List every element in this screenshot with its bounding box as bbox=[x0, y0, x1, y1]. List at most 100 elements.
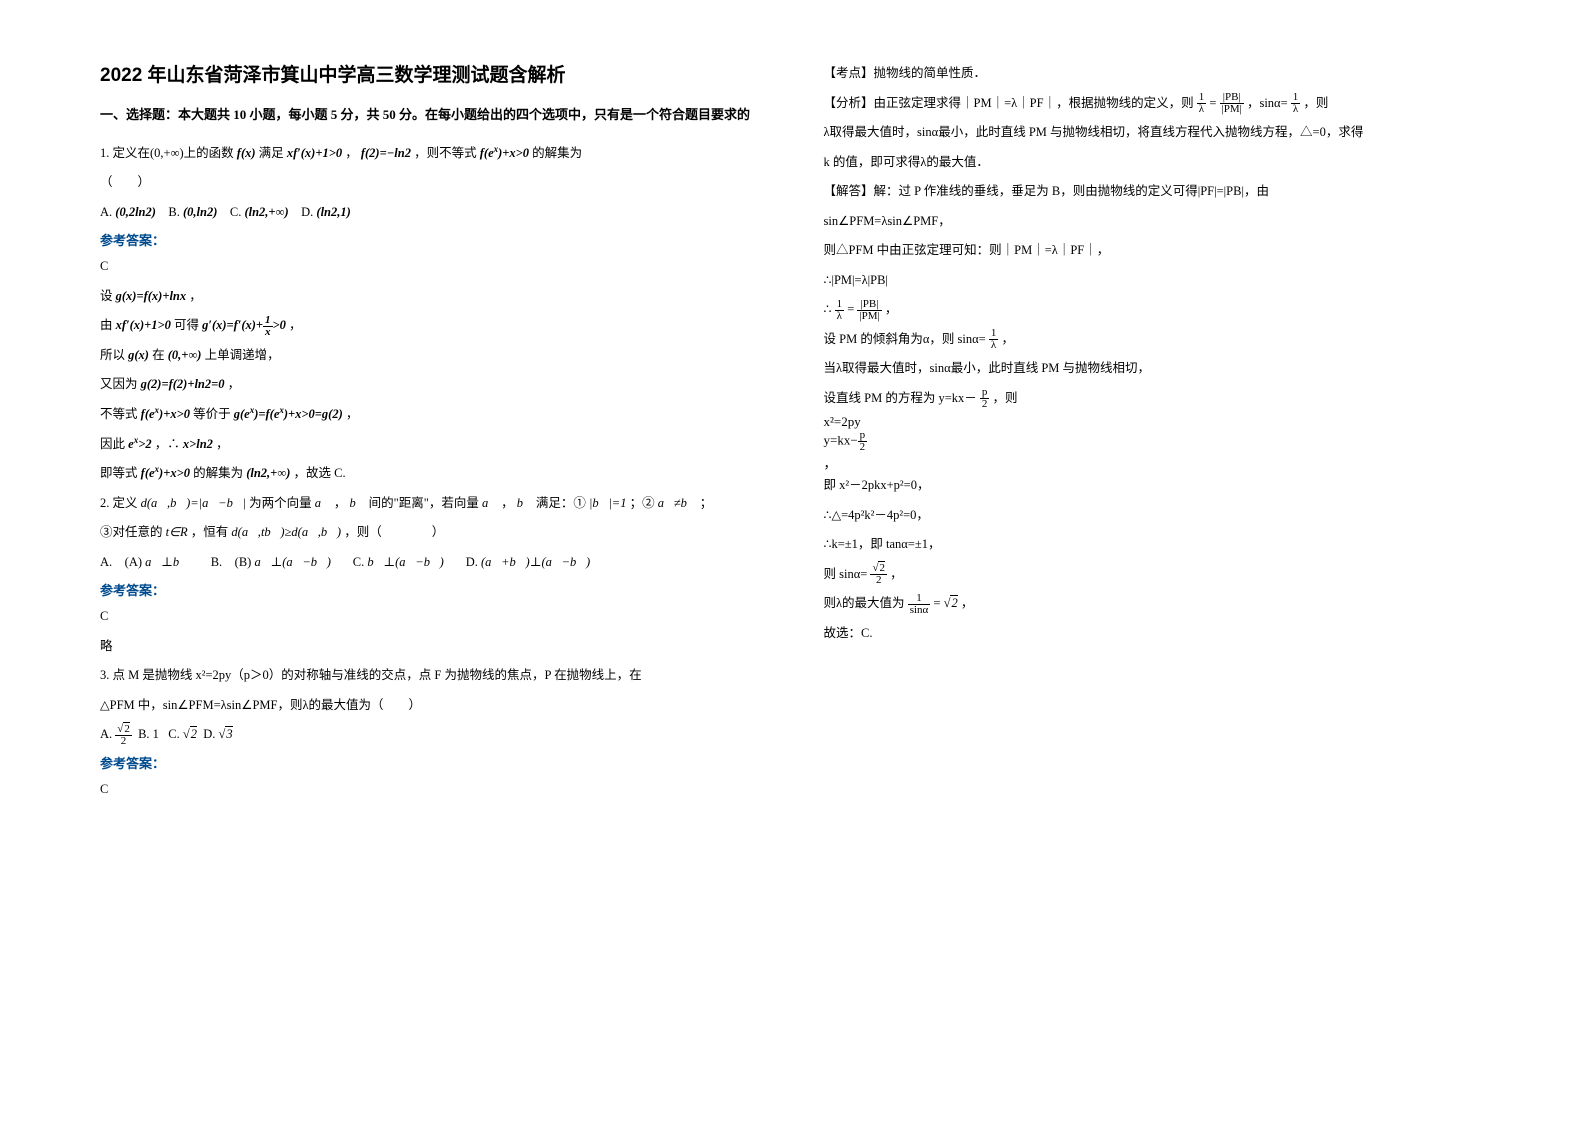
q3-optC-f: √2 bbox=[183, 726, 197, 741]
q3-options: A. √22 B. 1 C. √2 D. √3 bbox=[100, 721, 764, 749]
r17: 则λ的最大值为 1sinα = √2 ， bbox=[824, 590, 1488, 618]
q2-answer-label: 参考答案： bbox=[100, 580, 764, 599]
r7: 则△PFM 中由正弦定理可知：则｜PM｜=λ｜PF｜， bbox=[824, 237, 1488, 265]
q2-f3: b⃗ bbox=[350, 496, 366, 510]
r12-frac1: p2 bbox=[980, 387, 990, 410]
page-title: 2022 年山东省菏泽市箕山中学高三数学理测试题含解析 bbox=[100, 60, 764, 87]
r10-frac: 1λ bbox=[989, 328, 999, 351]
q1-sol7b: 的解集为 bbox=[193, 466, 243, 480]
r5: 【解答】解：过 P 作准线的垂线，垂足为 B，则由抛物线的定义可得|PF|=|P… bbox=[824, 178, 1488, 206]
q1-sol3-f1: g(x) bbox=[128, 348, 149, 362]
r17a: 则λ的最大值为 bbox=[824, 596, 905, 610]
q1-sol2-f2: g′(x)=f′(x)+1x>0 bbox=[202, 318, 286, 332]
r15: ∴k=±1，即 tanα=±1， bbox=[824, 531, 1488, 559]
q2-f7: a⃗≠b⃗ bbox=[658, 496, 697, 510]
q3-optB: B. 1 bbox=[138, 727, 159, 741]
r17-frac: 1sinα bbox=[908, 593, 931, 616]
r2c: ，sinα= bbox=[1247, 96, 1288, 110]
r10a: 设 PM 的倾斜角为α，则 sinα= bbox=[824, 332, 986, 346]
r2b: = bbox=[1209, 96, 1216, 110]
q1-sol3a: 所以 bbox=[100, 348, 125, 362]
q1-sol3c: 上单调递增， bbox=[205, 348, 280, 362]
r4: k 的值，即可求得λ的最大值． bbox=[824, 149, 1488, 177]
q2-t2: 为两个向量 bbox=[249, 496, 312, 510]
r12: 设直线 PM 的方程为 y=kx－ p2 ，则 bbox=[824, 385, 1488, 413]
q2-f2: a⃗ bbox=[315, 496, 331, 510]
q1-sol5: 不等式 f(ex)+x>0 等价于 g(ex)=f(ex)+x>0=g(2) ， bbox=[100, 401, 764, 429]
q1-sol5c: ， bbox=[346, 407, 359, 421]
r12c: ， bbox=[824, 456, 837, 471]
r2a: 【分析】由正弦定理求得｜PM｜=λ｜PF｜，根据抛物线的定义，则 bbox=[824, 96, 1194, 110]
q3-optD-f: √3 bbox=[219, 726, 233, 741]
q1-sol6-f2: x>ln2 bbox=[183, 437, 213, 451]
q3-stem1: 3. 点 M 是抛物线 x²=2py（p＞0）的对称轴与准线的交点，点 F 为抛… bbox=[100, 662, 764, 690]
r3: λ取得最大值时，sinα最小，此时直线 PM 与抛物线相切，将直线方程代入抛物线… bbox=[824, 119, 1488, 147]
q1-answer: C bbox=[100, 253, 764, 281]
q1-sol3-f2: (0,+∞) bbox=[168, 348, 202, 362]
q3-optC: C. bbox=[168, 727, 179, 741]
q1-t4: ，则不等式 bbox=[414, 146, 477, 160]
r17c: ， bbox=[961, 596, 974, 610]
r17b: = bbox=[933, 596, 940, 610]
r9-frac1: 1λ bbox=[835, 299, 845, 322]
r2d: ，则 bbox=[1303, 96, 1328, 110]
r16b: ， bbox=[890, 567, 903, 581]
r16a: 则 sinα= bbox=[824, 567, 868, 581]
q1-sol1: 设 g(x)=f(x)+lnx ， bbox=[100, 283, 764, 311]
right-column: 【考点】抛物线的简单性质． 【分析】由正弦定理求得｜PM｜=λ｜PF｜，根据抛物… bbox=[824, 60, 1488, 1062]
q2-options: A. (A) a⃗⊥b⃗ B. (B) a⃗⊥(a⃗−b⃗) C. b⃗⊥(a⃗… bbox=[100, 549, 764, 577]
q1-optC-label: C. bbox=[230, 205, 241, 219]
r2-frac2: |PB||PM| bbox=[1220, 92, 1244, 115]
r16-frac: √22 bbox=[870, 563, 887, 586]
q1-optA-label: A. bbox=[100, 205, 112, 219]
q2-l2f1: t∈R bbox=[166, 525, 188, 539]
q1-sol1b: ， bbox=[189, 289, 202, 303]
q1-sol7: 即等式 f(ex)+x>0 的解集为 (ln2,+∞) ，故选 C. bbox=[100, 460, 764, 488]
q3-optD: D. bbox=[203, 727, 215, 741]
q2-f5: b⃗ bbox=[517, 496, 533, 510]
q1-optC-val: (ln2,+∞) bbox=[244, 205, 288, 219]
q3-answer-label: 参考答案： bbox=[100, 753, 764, 772]
q1-answer-label: 参考答案： bbox=[100, 230, 764, 249]
q2-optB: B. (B) bbox=[211, 555, 252, 569]
q2-optC: C. bbox=[353, 555, 364, 569]
q1-sol6b: ，∴ bbox=[155, 437, 180, 451]
q3-answer: C bbox=[100, 776, 764, 804]
q1-sol4-f: g(2)=f(2)+ln2=0 bbox=[141, 377, 225, 391]
q2-t8: ； bbox=[700, 496, 713, 510]
q1-t1: 1. 定义在(0,+∞)上的函数 bbox=[100, 146, 234, 160]
r9b: = bbox=[847, 302, 854, 316]
r9a: ∴ bbox=[824, 302, 832, 316]
q1-optB-label: B. bbox=[168, 205, 179, 219]
q2-optA: A. (A) bbox=[100, 555, 142, 569]
q2-t7: ；② bbox=[630, 496, 655, 510]
q1-optD-label: D. bbox=[301, 205, 313, 219]
r14: ∴△=4p²k²－4p²=0， bbox=[824, 502, 1488, 530]
r12b: ，则 bbox=[993, 391, 1018, 405]
q1-sol2-f1: xf′(x)+1>0 bbox=[116, 318, 171, 332]
q3-stem2: △PFM 中，sin∠PFM=λsin∠PMF，则λ的最大值为（ ） bbox=[100, 692, 764, 720]
q2-t6: 满足：① bbox=[536, 496, 586, 510]
q1-paren: （ ） bbox=[100, 169, 764, 197]
q2-line2: ③对任意的 t∈R ，恒有 d(a⃗,tb⃗)≥d(a⃗,b⃗) ，则（ ） bbox=[100, 519, 764, 547]
q1-optA-val: (0,2ln2) bbox=[115, 205, 156, 219]
q2-brief: 略 bbox=[100, 633, 764, 661]
q1-sol3: 所以 g(x) 在 (0,+∞) 上单调递增， bbox=[100, 342, 764, 370]
r9c: ， bbox=[885, 302, 898, 316]
q2-t3: ， bbox=[334, 496, 347, 510]
q1-t2: 满足 bbox=[259, 146, 284, 160]
q1-sol4: 又因为 g(2)=f(2)+ln2=0 ， bbox=[100, 371, 764, 399]
r2: 【分析】由正弦定理求得｜PM｜=λ｜PF｜，根据抛物线的定义，则 1λ = |P… bbox=[824, 90, 1488, 118]
q1-optD-val: (ln2,1) bbox=[316, 205, 350, 219]
q1-options: A. (0,2ln2) B. (0,ln2) C. (ln2,+∞) D. (l… bbox=[100, 199, 764, 227]
r9-frac2: |PB||PM| bbox=[857, 299, 881, 322]
q2-t4: 间的"距离"，若向量 bbox=[369, 496, 479, 510]
q1-sol1-f: g(x)=f(x)+lnx bbox=[116, 289, 187, 303]
q2-optD-f: (a⃗+b⃗)⊥(a⃗−b⃗) bbox=[481, 555, 590, 569]
r9: ∴ 1λ = |PB||PM| ， bbox=[824, 296, 1488, 324]
q1-sol6c: ， bbox=[216, 437, 229, 451]
q2-l2c: ，则（ ） bbox=[344, 525, 444, 539]
q2-f4: a⃗ bbox=[482, 496, 498, 510]
q1-sol3b: 在 bbox=[152, 348, 165, 362]
q1-sol2c: ， bbox=[289, 318, 302, 332]
